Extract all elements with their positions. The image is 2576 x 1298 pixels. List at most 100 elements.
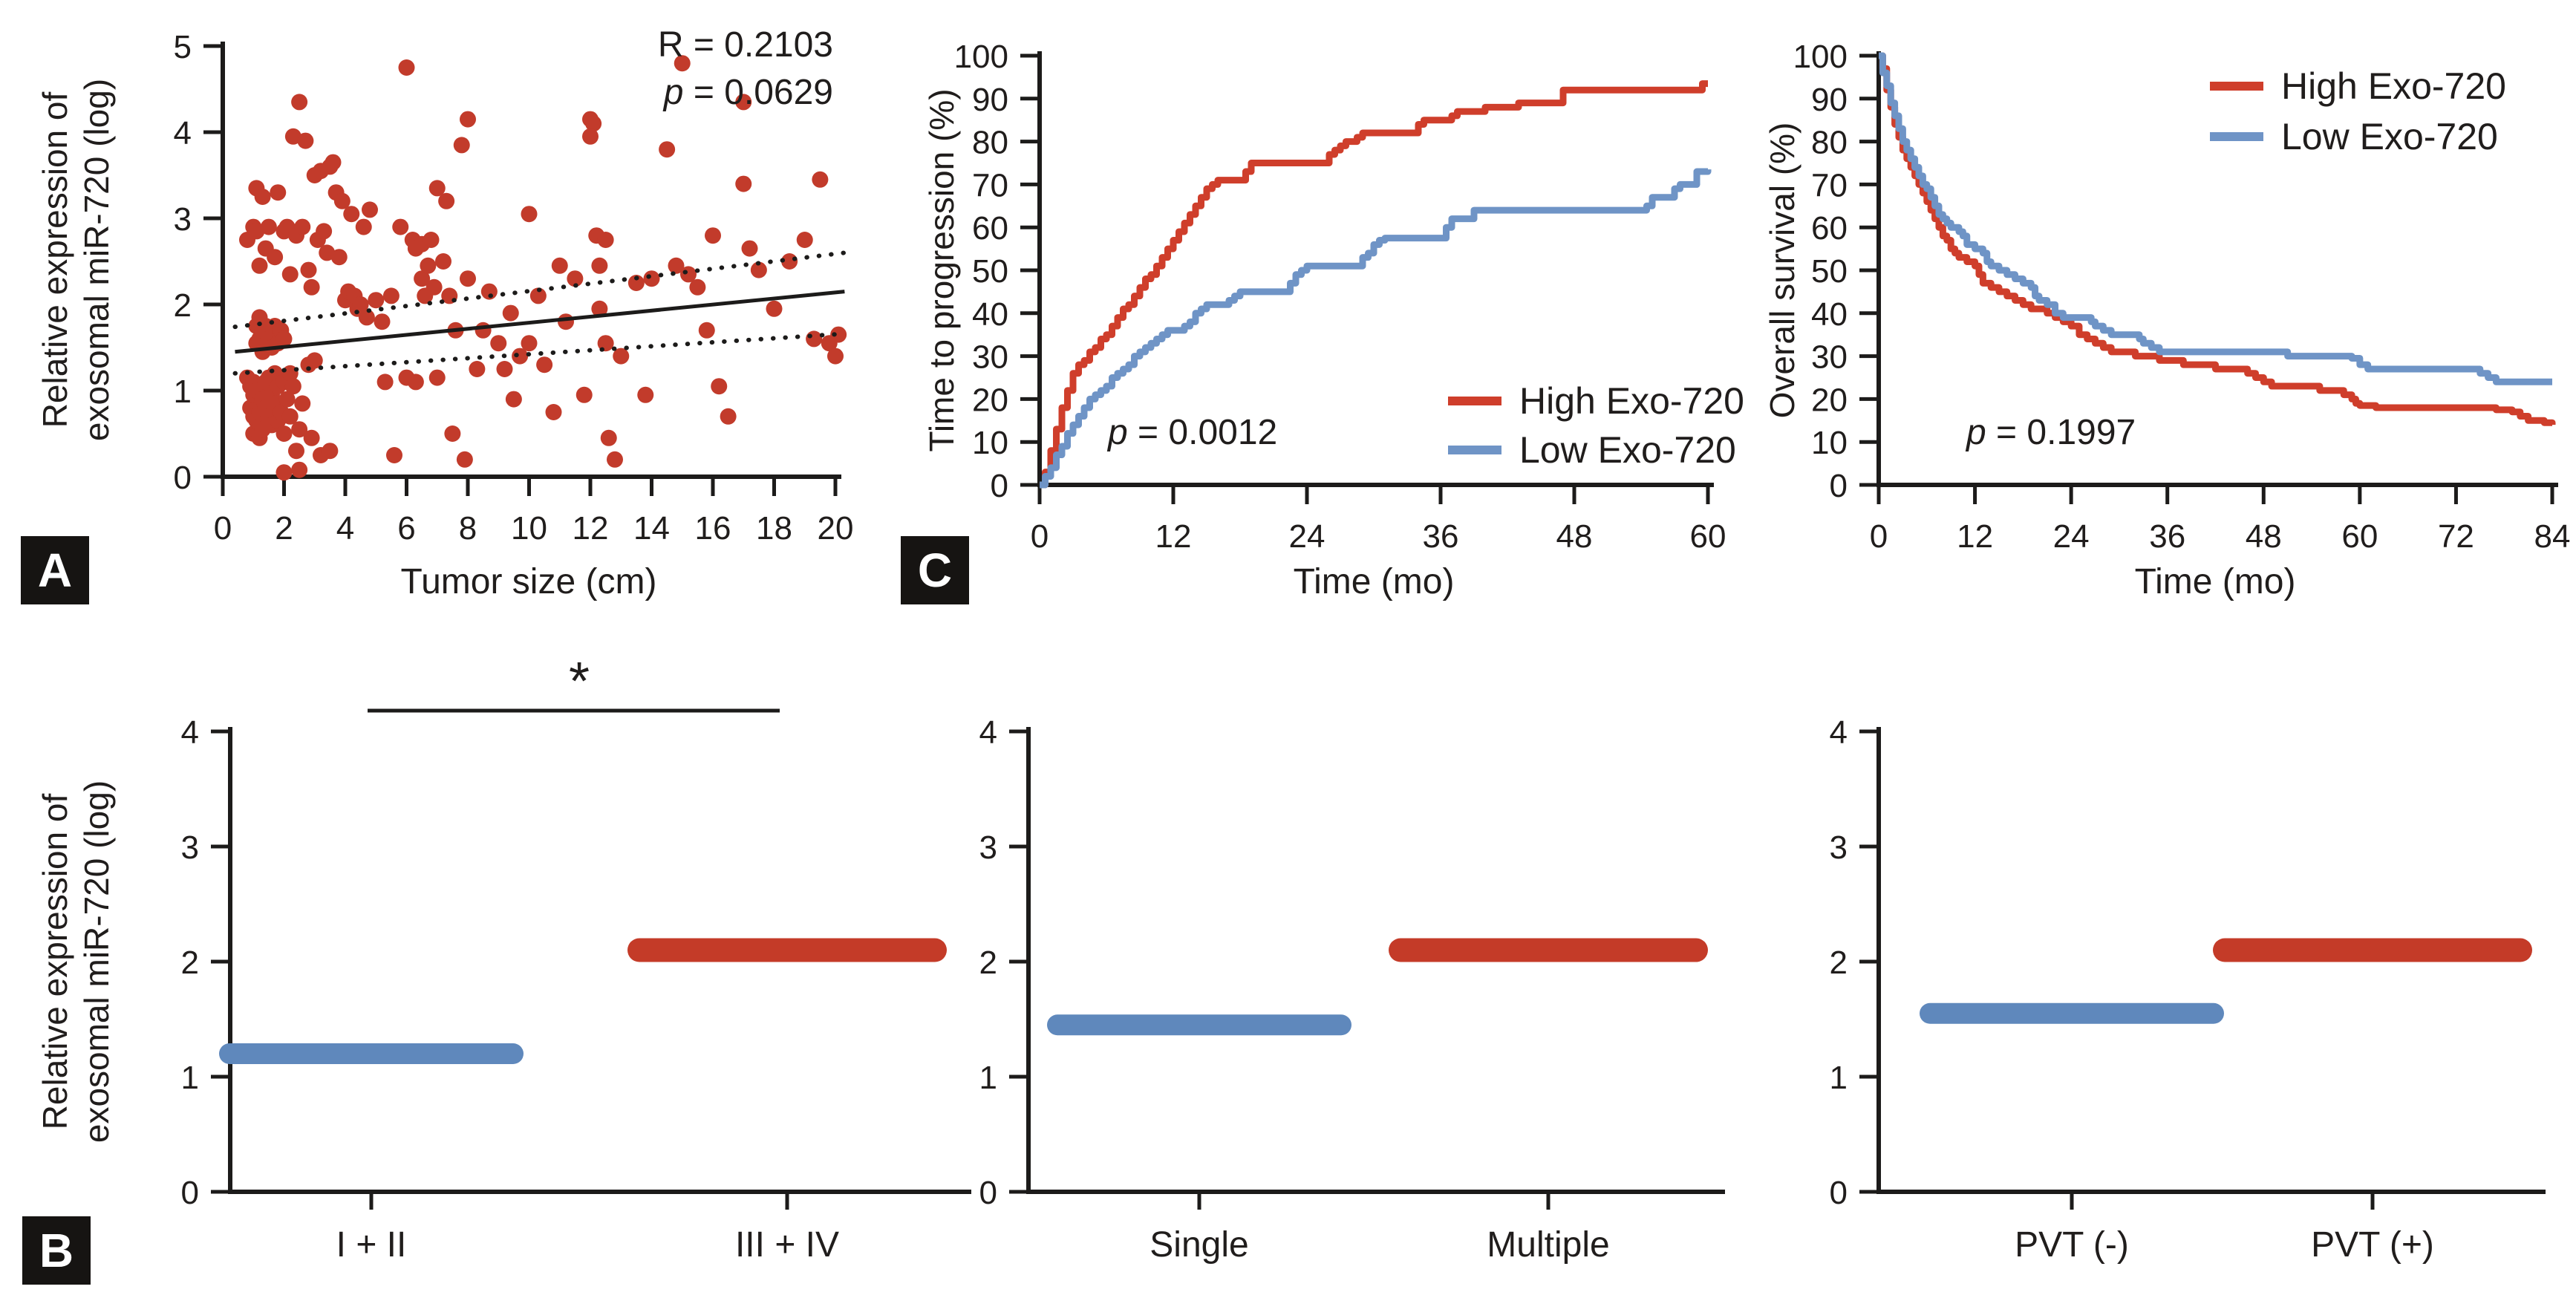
scatter-point xyxy=(591,257,608,274)
x-axis-title-os: Time (mo) xyxy=(2134,562,2296,601)
scatter-point xyxy=(597,232,614,248)
y-tick-label: 1 xyxy=(1830,1060,1848,1096)
scatter-point xyxy=(414,270,431,287)
panel-b-pvt-plot: 0 1 2 3 4 PVT (-) PVT (+) xyxy=(1830,714,2546,1265)
y-tick-label: 4 xyxy=(1830,714,1848,751)
x-tick-label: 0 xyxy=(214,510,232,547)
x-tick-label: 72 xyxy=(2438,518,2474,555)
x-tick-label: 84 xyxy=(2534,518,2571,555)
x-tick-label: 2 xyxy=(275,510,293,547)
median-bar xyxy=(219,1043,524,1064)
x-tick-label: 48 xyxy=(2246,518,2282,555)
scatter-point xyxy=(607,451,623,468)
y-tick-label: 50 xyxy=(1811,253,1848,290)
scatter-point xyxy=(627,275,645,291)
p-value-text: p = 0.1997 xyxy=(1965,413,2136,452)
scatter-point xyxy=(812,171,829,188)
y-tick-label: 70 xyxy=(1811,167,1848,203)
scatter-point xyxy=(425,278,443,296)
category-label: III + IV xyxy=(735,1225,839,1265)
scatter-point xyxy=(558,313,574,330)
scatter-point xyxy=(750,261,767,278)
scatter-point xyxy=(294,395,311,412)
y-tick-label: 100 xyxy=(1793,39,1848,75)
category-label: PVT (-) xyxy=(2015,1225,2129,1265)
scatter-point xyxy=(398,59,415,76)
x-axis-title-ttp: Time (mo) xyxy=(1293,562,1455,601)
p-value-text: p = 0.0012 xyxy=(1106,413,1277,452)
y-tick-label: 1 xyxy=(181,1060,199,1096)
scatter-point xyxy=(407,374,424,391)
scatter-point xyxy=(496,361,513,377)
y-tick-label: 1 xyxy=(979,1060,997,1096)
x-tick-label: 12 xyxy=(1957,518,1993,555)
scatter-point xyxy=(512,348,529,365)
y-tick-label: 60 xyxy=(1811,210,1848,247)
y-tick-label: 30 xyxy=(1811,339,1848,376)
y-tick-label: 2 xyxy=(1830,945,1848,981)
km-curve-low xyxy=(1040,168,1712,489)
y-tick-label: 0 xyxy=(1830,468,1848,504)
scatter-point xyxy=(275,330,293,348)
y-tick-label: 30 xyxy=(972,339,1008,376)
scatter-point xyxy=(705,227,721,244)
y-axis-title-line: Relative expression of xyxy=(36,91,74,428)
scatter-point xyxy=(453,137,470,154)
y-tick-label: 20 xyxy=(972,382,1008,418)
scatter-point xyxy=(668,257,685,274)
y-tick-label: 1 xyxy=(174,374,192,410)
scatter-point xyxy=(659,141,676,158)
legend-label: Low Exo-720 xyxy=(1519,429,1736,471)
y-tick-label: 100 xyxy=(954,39,1008,75)
scatter-point xyxy=(827,348,844,365)
scatter-point xyxy=(423,232,440,248)
y-axis-title-os: Overall survival (%) xyxy=(1763,122,1801,419)
x-tick-label: 20 xyxy=(818,510,854,547)
category-label: PVT (+) xyxy=(2311,1225,2434,1265)
scatter-point xyxy=(281,266,299,283)
x-tick-label: 4 xyxy=(336,510,354,547)
scatter-point xyxy=(382,287,400,304)
legend-label: High Exo-720 xyxy=(1519,380,1744,422)
scatter-point xyxy=(374,313,391,330)
y-axis-title-ttp: Time to progression (%) xyxy=(922,88,961,452)
scatter-point xyxy=(480,283,498,300)
panel-c-ttp-plot: 0 10 20 30 40 50 60 70 80 90 100 0 12 24 36 48 60 p = 0.0… xyxy=(954,39,1744,555)
panel-b-number-plot: 0 1 2 3 4 Single Multiple xyxy=(979,714,1725,1265)
scatter-point xyxy=(469,361,486,377)
scatter-point xyxy=(251,257,268,274)
scatter-point xyxy=(698,322,715,339)
x-tick-label: 6 xyxy=(397,510,415,547)
scatter-point xyxy=(306,352,323,369)
scatter-point xyxy=(435,253,451,270)
scatter-point xyxy=(316,223,333,240)
scatter-point xyxy=(460,111,476,128)
y-tick-label: 10 xyxy=(1811,425,1848,461)
y-tick-label: 0 xyxy=(1830,1175,1848,1211)
scatter-point xyxy=(325,154,342,171)
scatter-point xyxy=(362,201,378,218)
r-value-text: R = 0.2103 xyxy=(658,25,833,65)
y-tick-label: 3 xyxy=(1830,829,1848,866)
x-tick-label: 36 xyxy=(2149,518,2185,555)
scatter-point xyxy=(270,184,287,201)
scatter-point xyxy=(637,386,654,403)
scatter-point xyxy=(267,249,284,266)
scatter-point xyxy=(575,386,593,403)
panel-c-os-plot: 0 10 20 30 40 50 60 70 80 90 100 0 12 24 36 48 60 72 84 p =… xyxy=(1793,39,2571,555)
scatter-point xyxy=(674,55,691,72)
scatter-point xyxy=(551,257,568,274)
y-tick-label: 2 xyxy=(979,945,997,981)
y-tick-label: 20 xyxy=(1811,382,1848,418)
y-tick-label: 2 xyxy=(181,945,199,981)
scatter-point xyxy=(438,192,455,209)
legend-label: High Exo-720 xyxy=(2281,65,2506,107)
y-tick-label: 10 xyxy=(972,425,1008,461)
scatter-point xyxy=(319,244,336,261)
scatter-point xyxy=(355,218,372,235)
x-tick-label: 0 xyxy=(1870,518,1888,555)
scatter-point xyxy=(585,115,602,132)
y-axis-title-scatter: Relative expression of exosomal miR-720 … xyxy=(34,79,117,441)
x-tick-label: 12 xyxy=(1155,518,1192,555)
